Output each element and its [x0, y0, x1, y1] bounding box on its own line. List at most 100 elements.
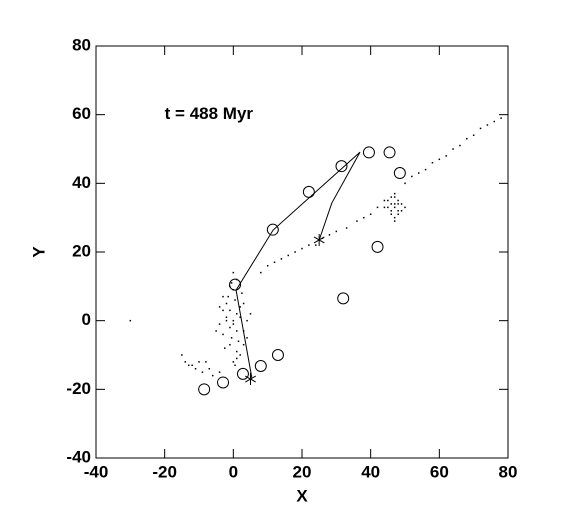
particle	[390, 210, 393, 212]
particle	[129, 319, 132, 322]
particle	[232, 319, 235, 322]
circle-marker	[337, 292, 350, 305]
particle	[229, 326, 231, 329]
particle	[198, 361, 200, 363]
particle	[431, 161, 434, 164]
particle	[232, 323, 235, 325]
particle	[459, 144, 461, 147]
particle	[184, 361, 187, 363]
particle	[234, 299, 236, 301]
circle-marker	[383, 146, 396, 159]
y-tick-label: 20	[72, 241, 91, 260]
particle	[493, 120, 496, 123]
x-tick-label: 20	[293, 462, 312, 481]
particle	[363, 216, 365, 219]
particle	[187, 364, 190, 367]
particle	[345, 227, 348, 229]
particle	[280, 258, 283, 260]
y-tick-label: 40	[72, 173, 91, 192]
particle	[335, 230, 338, 233]
particle	[273, 261, 276, 264]
particle	[369, 213, 372, 215]
particle	[241, 292, 243, 294]
particle	[397, 213, 399, 215]
particle	[294, 251, 296, 253]
particle	[383, 199, 386, 202]
particle	[393, 216, 396, 219]
particle	[438, 158, 441, 161]
particle	[242, 302, 245, 305]
particle	[218, 323, 221, 325]
y-axis-label: Y	[29, 246, 48, 258]
particle	[314, 244, 317, 246]
circle-marker	[254, 359, 267, 372]
particle	[486, 124, 489, 126]
particle	[227, 295, 229, 298]
particle	[356, 220, 358, 222]
particle	[234, 364, 236, 367]
particle	[376, 206, 379, 209]
particle	[390, 213, 393, 215]
particle	[215, 330, 217, 332]
circle-marker	[393, 167, 406, 180]
particle	[230, 282, 233, 284]
particle	[400, 203, 403, 205]
particle	[397, 199, 399, 202]
particle	[239, 306, 241, 308]
circle-marker	[335, 160, 348, 173]
circle-marker	[302, 185, 315, 198]
particle	[208, 367, 211, 370]
y-tick-label: 60	[72, 104, 91, 123]
y-tick-label: 80	[72, 35, 91, 54]
particle	[236, 350, 238, 353]
particle	[404, 182, 406, 185]
particle	[218, 306, 221, 308]
particle	[411, 175, 413, 178]
circle-marker	[198, 383, 211, 396]
particle	[239, 316, 241, 318]
circle-marker	[236, 367, 249, 380]
circle-marker	[362, 146, 375, 159]
particle	[237, 340, 240, 343]
particle	[236, 313, 238, 315]
particle	[383, 206, 386, 209]
circle-marker	[217, 376, 230, 389]
particle	[387, 199, 389, 202]
y-tick-label: -40	[66, 447, 91, 466]
x-tick-label: 0	[229, 462, 238, 481]
track-line	[235, 151, 361, 379]
particle	[393, 203, 396, 205]
particle	[229, 343, 231, 346]
particle	[211, 374, 214, 377]
particle	[308, 244, 310, 246]
circle-marker	[229, 278, 242, 291]
y-tick-label: -20	[66, 379, 91, 398]
x-axis-label: X	[296, 486, 308, 505]
particle	[393, 192, 396, 195]
particle	[390, 203, 393, 205]
y-tick-label: 0	[82, 310, 91, 329]
x-tick-label: 60	[430, 462, 449, 481]
particle	[232, 361, 235, 363]
particle	[393, 220, 396, 222]
particle	[242, 343, 245, 346]
particle	[390, 196, 393, 198]
particle	[246, 337, 248, 339]
particle	[287, 254, 290, 257]
particle	[191, 364, 193, 367]
particle	[404, 206, 406, 209]
particle	[424, 168, 427, 171]
particle	[397, 203, 399, 205]
annotation: t = 488 Myr	[165, 104, 254, 123]
plot-frame	[95, 45, 509, 459]
particle	[218, 371, 221, 373]
particle	[246, 319, 248, 322]
circle-marker	[371, 240, 384, 253]
particle	[328, 234, 331, 236]
particle	[445, 155, 447, 157]
particle	[301, 247, 303, 250]
particle	[229, 309, 231, 312]
circle-marker	[266, 223, 279, 236]
particle	[225, 316, 228, 318]
